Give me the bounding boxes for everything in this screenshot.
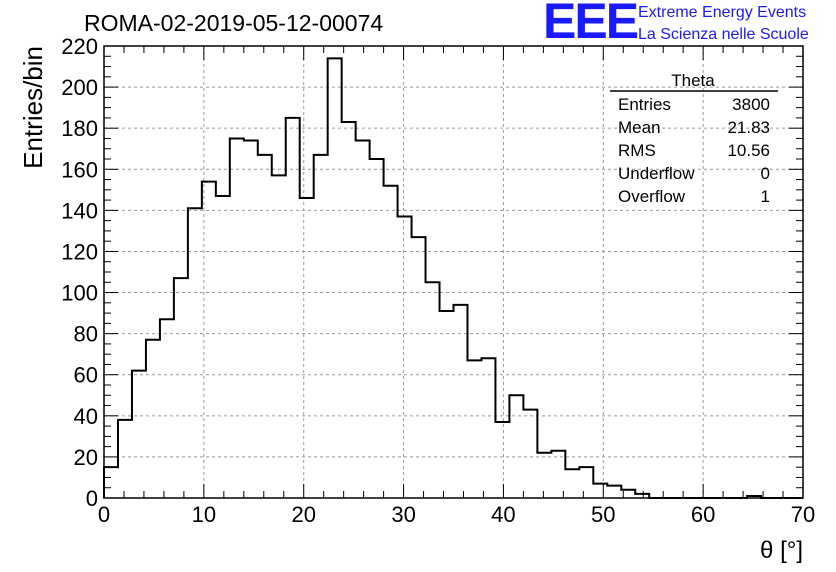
histogram-bin bbox=[174, 278, 188, 498]
x-tick-label: 10 bbox=[192, 502, 216, 527]
y-tick-label: 200 bbox=[61, 75, 98, 100]
histogram-bin bbox=[537, 453, 551, 498]
stats-row-label: Entries bbox=[618, 95, 671, 114]
y-tick-label: 220 bbox=[61, 34, 98, 59]
x-tick-label: 50 bbox=[591, 502, 615, 527]
x-tick-label: 30 bbox=[391, 502, 415, 527]
histogram-bin bbox=[244, 141, 258, 498]
histogram-bin bbox=[202, 182, 216, 498]
histogram-bin bbox=[216, 196, 230, 498]
histogram-bin bbox=[132, 371, 146, 498]
histogram-bin bbox=[300, 198, 314, 498]
histogram-bin bbox=[160, 319, 174, 498]
histogram-bin bbox=[523, 410, 537, 498]
histogram-bin bbox=[356, 141, 370, 498]
histogram-bin bbox=[146, 340, 160, 498]
histogram-bin bbox=[286, 118, 300, 498]
x-tick-labels: 0 10 20 30 40 50 60 70 bbox=[98, 502, 815, 527]
histogram-bin bbox=[551, 451, 565, 498]
logo-subtitle-line1: Extreme Energy Events bbox=[638, 4, 807, 21]
histogram-bin bbox=[328, 58, 342, 498]
histogram-bin bbox=[426, 282, 440, 498]
histogram-bin bbox=[467, 360, 481, 498]
y-tick-label: 140 bbox=[61, 198, 98, 223]
y-tick-labels: 0 20 40 60 80 100 120 140 160 180 200 220 bbox=[61, 34, 98, 511]
stats-row-value: 10.56 bbox=[727, 141, 770, 160]
y-axis-label: Entries/bin bbox=[18, 46, 48, 169]
histogram-bars bbox=[104, 58, 761, 498]
y-tick-label: 120 bbox=[61, 239, 98, 264]
x-tick-label: 60 bbox=[691, 502, 715, 527]
x-tick-label: 70 bbox=[791, 502, 815, 527]
histogram-bin bbox=[454, 305, 468, 498]
histogram-bin bbox=[370, 159, 384, 498]
stats-row-value: 21.83 bbox=[727, 118, 770, 137]
y-tick-label: 100 bbox=[61, 281, 98, 306]
logo-subtitle-line2: La Scienza nelle Scuole bbox=[638, 26, 809, 43]
histogram-bin bbox=[314, 155, 328, 498]
histogram-bin bbox=[412, 237, 426, 498]
y-tick-label: 0 bbox=[86, 486, 98, 511]
stats-row-value: 0 bbox=[761, 164, 770, 183]
stats-box: Theta Entries 3800 Mean 21.83 RMS 10.56 Underf… bbox=[610, 71, 778, 206]
y-tick-label: 80 bbox=[74, 322, 98, 347]
histogram-bin bbox=[509, 395, 523, 498]
histogram-bin bbox=[481, 358, 495, 498]
histogram-bin bbox=[230, 138, 244, 498]
histogram-bin bbox=[384, 186, 398, 498]
axis-ticks bbox=[103, 45, 804, 499]
histogram-bin bbox=[342, 122, 356, 498]
histogram-bin bbox=[118, 420, 132, 498]
stats-row-label: Mean bbox=[618, 118, 661, 137]
y-tick-label: 40 bbox=[74, 404, 98, 429]
histogram-bin bbox=[398, 217, 412, 498]
x-tick-label: 20 bbox=[291, 502, 315, 527]
histogram-bin bbox=[495, 422, 509, 498]
y-tick-label: 20 bbox=[74, 445, 98, 470]
y-tick-label: 180 bbox=[61, 116, 98, 141]
y-tick-label: 60 bbox=[74, 363, 98, 388]
x-tick-label: 40 bbox=[491, 502, 515, 527]
chart-title: ROMA-02-2019-05-12-00074 bbox=[84, 10, 384, 36]
grid-lines bbox=[104, 45, 803, 498]
histogram-bin bbox=[104, 467, 118, 498]
stats-title: Theta bbox=[671, 71, 715, 90]
histogram-bin bbox=[258, 155, 272, 498]
histogram-bin bbox=[565, 469, 579, 498]
histogram-bin bbox=[593, 484, 607, 498]
histogram-bin bbox=[579, 467, 593, 498]
stats-row-label: Underflow bbox=[618, 164, 695, 183]
y-tick-label: 160 bbox=[61, 157, 98, 182]
eee-logo: EEE bbox=[543, 0, 639, 49]
x-axis-label: θ [°] bbox=[760, 537, 803, 564]
x-tick-label: 0 bbox=[98, 502, 110, 527]
plot-frame bbox=[103, 45, 804, 499]
stats-row-label: RMS bbox=[618, 141, 656, 160]
stats-row-value: 3800 bbox=[732, 95, 770, 114]
histogram-bin bbox=[188, 208, 202, 498]
stats-row-value: 1 bbox=[761, 187, 770, 206]
stats-row-label: Overflow bbox=[618, 187, 686, 206]
histogram-bin bbox=[272, 175, 286, 498]
histogram-bin bbox=[440, 311, 454, 498]
histogram-outline bbox=[103, 57, 803, 499]
histogram-bin bbox=[607, 486, 621, 498]
histogram-bin bbox=[621, 490, 635, 498]
